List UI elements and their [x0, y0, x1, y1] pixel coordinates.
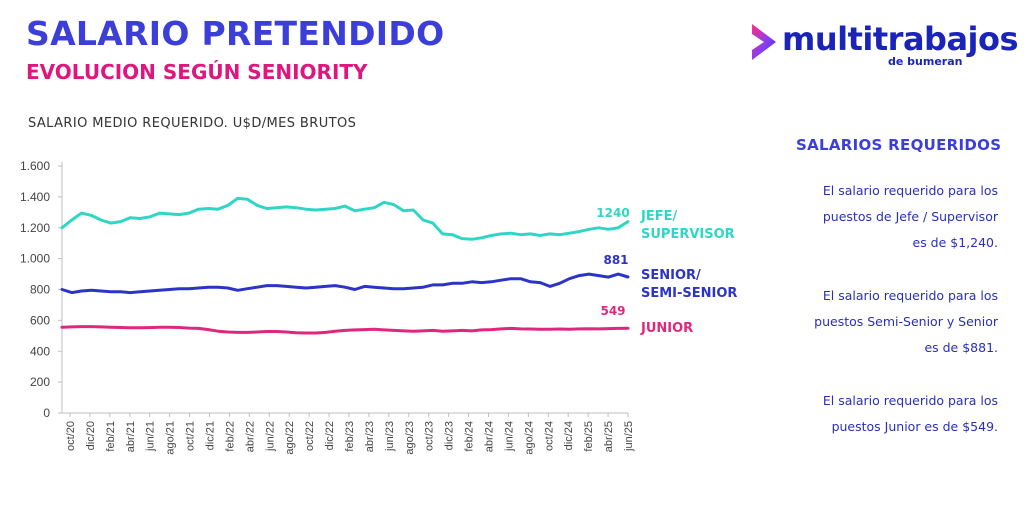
- logo-tagline: de bumeran: [888, 55, 963, 68]
- x-tick-label: jun/22: [264, 421, 276, 452]
- series-label-jefe: SUPERVISOR: [641, 227, 735, 242]
- x-tick-label: oct/22: [304, 421, 316, 451]
- side-paragraph-junior: El salario requerido para los puestos Ju…: [778, 388, 998, 440]
- side-line: El salario requerido para los: [822, 288, 998, 303]
- x-tick-label: ago/21: [165, 421, 177, 455]
- x-tick-label: ago/22: [284, 421, 296, 455]
- chevron-logo-icon: [752, 24, 776, 60]
- x-tick-label: feb/22: [224, 421, 236, 452]
- y-tick-label: 200: [30, 375, 50, 389]
- x-tick-label: oct/20: [65, 421, 77, 451]
- y-tick-label: 400: [30, 344, 50, 358]
- x-tick-label: abr/23: [364, 421, 376, 452]
- side-panel-title: SALARIOS REQUERIDOS: [796, 136, 1002, 154]
- y-tick-label: 1.200: [20, 221, 50, 235]
- series-line-junior: [60, 325, 630, 335]
- x-tick-label: abr/22: [244, 421, 256, 452]
- y-tick-label: 0: [43, 406, 50, 420]
- x-tick-label: dic/24: [563, 421, 575, 450]
- brand-logo: multitrabajos de bumeran: [748, 16, 1019, 72]
- side-line: El salario requerido para los: [822, 183, 998, 198]
- series-label-junior: JUNIOR: [640, 321, 693, 336]
- x-tick-label: jun/21: [145, 421, 157, 452]
- side-paragraph-jefe: El salario requerido para los puestos de…: [778, 178, 998, 256]
- x-tick-label: abr/21: [125, 421, 137, 452]
- side-paragraph-senior: El salario requerido para los puestos Se…: [778, 283, 998, 361]
- side-line: es de $1,240.: [912, 235, 999, 250]
- logo-wordmark: multitrabajos: [782, 20, 1019, 58]
- side-line: es de $881.: [924, 340, 998, 355]
- y-tick-label: 1.000: [20, 252, 50, 266]
- x-tick-label: oct/21: [185, 421, 197, 451]
- x-tick-label: dic/20: [85, 421, 97, 450]
- x-tick-label: abr/25: [603, 421, 615, 452]
- x-tick-label: feb/25: [583, 421, 595, 452]
- y-tick-label: 800: [30, 283, 50, 297]
- x-tick-label: dic/22: [324, 421, 336, 450]
- series-end-value-junior: 549: [600, 304, 625, 318]
- salary-line-chart: 0 200 400 600 800 1.000 1.200 1.400 1.600 oct/20 d…: [20, 159, 737, 455]
- y-tick-label: 1.400: [20, 190, 50, 204]
- page-subtitle: EVOLUCION SEGÚN SENIORITY: [26, 60, 368, 84]
- series-end-value-jefe: 1240: [596, 206, 629, 220]
- x-tick-label: oct/23: [424, 421, 436, 451]
- side-line: puestos Semi-Senior y Senior: [814, 314, 998, 329]
- x-tick-label: abr/24: [484, 421, 496, 452]
- x-tick-label: feb/24: [464, 421, 476, 452]
- series-end-value-senior: 881: [603, 253, 628, 267]
- chart-caption: SALARIO MEDIO REQUERIDO. U$D/MES BRUTOS: [28, 116, 357, 131]
- series-label-senior: SEMI-SENIOR: [641, 286, 737, 301]
- side-line: puestos Junior es de $549.: [831, 419, 998, 434]
- y-tick-label: 1.600: [20, 159, 50, 173]
- y-tick-label: 600: [30, 313, 50, 327]
- page-title: SALARIO PRETENDIDO: [26, 14, 445, 53]
- side-line: puestos de Jefe / Supervisor: [822, 209, 998, 224]
- x-tick-label: jun/23: [384, 421, 396, 452]
- side-line: El salario requerido para los: [822, 393, 998, 408]
- x-tick-label: dic/21: [205, 421, 217, 450]
- x-tick-label: feb/23: [344, 421, 356, 452]
- x-tick-label: jun/24: [503, 421, 515, 452]
- x-tick-label: ago/23: [404, 421, 416, 455]
- x-tick-label: feb/21: [105, 421, 117, 452]
- series-line-jefe: [60, 196, 630, 241]
- series-label-jefe: JEFE/: [640, 209, 677, 224]
- series-label-senior: SENIOR/: [641, 268, 701, 283]
- x-tick-label: oct/24: [543, 421, 555, 451]
- series-line-senior: [60, 272, 630, 295]
- x-tick-label: ago/24: [523, 421, 535, 455]
- x-tick-label: dic/23: [444, 421, 456, 450]
- x-tick-label: jun/25: [623, 421, 635, 452]
